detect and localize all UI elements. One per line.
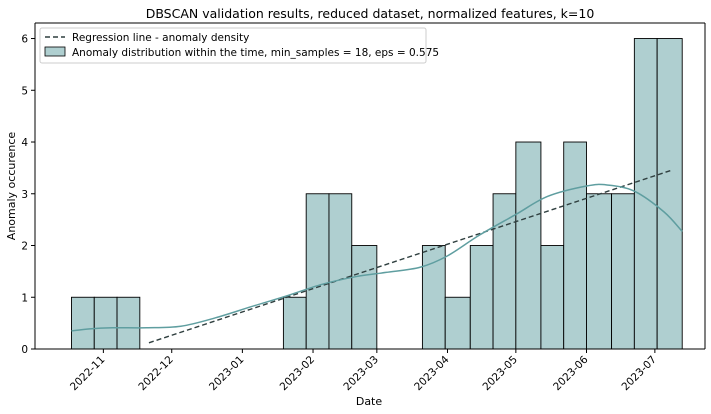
y-tick-label-6: 6 (21, 34, 28, 46)
histogram-bar-20 (540, 245, 565, 350)
legend-histogram-label: Anomaly distribution within the time, mi… (72, 47, 439, 59)
kde-layer (71, 183, 683, 332)
y-axis: 0 1 2 3 4 5 6 (21, 34, 35, 356)
histogram-bar-12 (351, 245, 378, 350)
histogram-bar-19 (515, 141, 542, 350)
histogram-bar-17 (469, 245, 494, 350)
bars-layer (71, 38, 683, 350)
histogram-bar-22 (586, 193, 613, 350)
x-axis-label: Date (356, 395, 383, 408)
chart-title: DBSCAN validation results, reduced datas… (146, 6, 595, 21)
regression-layer (148, 169, 672, 344)
y-tick-label-5: 5 (21, 85, 28, 97)
histogram-bar-2 (116, 296, 141, 350)
legend-regression-label: Regression line - anomaly density (72, 32, 249, 44)
legend-histogram-swatch (44, 46, 66, 57)
kde-curve (71, 183, 683, 332)
histogram-bar-16 (444, 296, 471, 350)
y-tick-label-3: 3 (21, 189, 28, 201)
y-axis-label: Anomaly occurence (5, 132, 18, 241)
plot-frame (34, 22, 706, 350)
histogram-bar-23 (611, 193, 635, 350)
histogram-bar-11 (328, 193, 353, 350)
histogram-bar-25 (656, 38, 683, 350)
histogram-bar-10 (305, 193, 330, 350)
histogram-bar-21 (563, 141, 587, 350)
histogram-bar-1 (93, 296, 118, 350)
y-tick-label-1: 1 (21, 292, 28, 304)
legend-box (39, 27, 427, 64)
histogram-bar-0 (71, 296, 95, 350)
regression-line (148, 169, 672, 344)
y-tick-label-2: 2 (21, 241, 28, 253)
y-tick-label-0: 0 (21, 344, 28, 356)
legend: Regression line - anomaly density Anomal… (39, 27, 439, 64)
histogram-bar-9 (282, 296, 307, 350)
y-tick-label-4: 4 (21, 137, 28, 149)
histogram-bar-15 (421, 245, 446, 350)
